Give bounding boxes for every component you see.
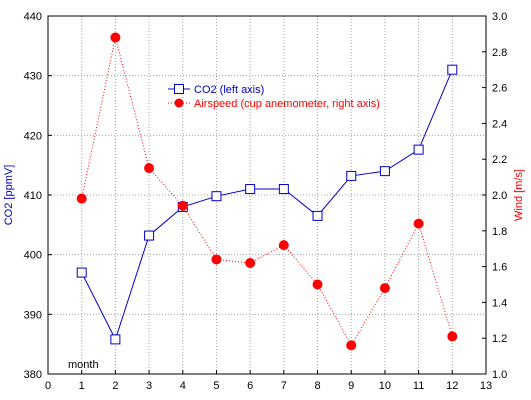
y-left-tick-label: 380	[24, 369, 42, 381]
y-left-tick-label: 430	[24, 71, 42, 83]
data-point	[177, 200, 188, 211]
x-tick-label: 3	[146, 380, 152, 392]
data-point	[211, 191, 222, 202]
data-point	[278, 184, 289, 195]
data-point	[447, 331, 458, 342]
x-tick-label: 6	[247, 380, 253, 392]
y-left-tick-label: 410	[24, 190, 42, 202]
y-right-tick-label: 2.6	[492, 83, 507, 95]
y-right-tick-label: 1.4	[492, 297, 507, 309]
x-tick-label: 8	[314, 380, 320, 392]
data-point	[144, 163, 155, 174]
ticks: 0 1 2 3 4 5 6 7 8 9 10 11 12 133803904004104204304401…	[24, 11, 508, 392]
legend-label: Airspeed (cup anemometer, right axis)	[194, 98, 380, 110]
data-point	[245, 184, 256, 195]
x-tick-label: 2	[112, 380, 118, 392]
y-right-tick-label: 1.0	[492, 369, 507, 381]
y-right-tick-label: 2.4	[492, 118, 507, 130]
x-tick-label: 10	[379, 380, 391, 392]
legend-item: CO2 (left axis)	[168, 84, 264, 96]
y-right-tick-label: 1.2	[492, 333, 507, 345]
y-right-tick-label: 3.0	[492, 11, 507, 23]
y-right-tick-label: 2.2	[492, 154, 507, 166]
y-left-tick-label: 400	[24, 250, 42, 262]
y-right-tick-label: 1.6	[492, 262, 507, 274]
grid	[48, 16, 486, 374]
y-right-tick-label: 2.0	[492, 190, 507, 202]
data-point	[346, 340, 357, 351]
data-point	[312, 279, 323, 290]
legend-marker	[174, 84, 184, 94]
data-point	[245, 258, 256, 269]
x-tick-label: 13	[480, 380, 492, 392]
data-point	[110, 32, 121, 43]
x-tick-label: 7	[281, 380, 287, 392]
x-tick-label: 1	[79, 380, 85, 392]
y-left-tick-label: 390	[24, 309, 42, 321]
series-line	[81, 69, 453, 341]
y-axis-left-title: CO2 [ppmV]	[3, 165, 15, 226]
data-point	[211, 254, 222, 265]
legend-marker	[174, 98, 184, 108]
y-left-tick-label: 420	[24, 130, 42, 142]
x-tick-label: 4	[180, 380, 186, 392]
y-axis-right-title: Wind [m/s]	[513, 169, 525, 221]
y-right-tick-label: 2.8	[492, 47, 507, 59]
x-tick-label: 0	[45, 380, 51, 392]
series-airspeed	[76, 32, 458, 351]
x-tick-label: 12	[446, 380, 458, 392]
x-axis-title: month	[68, 359, 99, 371]
data-point	[76, 193, 87, 204]
data-point	[379, 166, 390, 177]
data-point	[144, 230, 155, 241]
data-point	[346, 170, 357, 181]
data-point	[379, 283, 390, 294]
series-co2	[76, 64, 458, 345]
legend: CO2 (left axis) Airspeed (cup anemometer,…	[168, 84, 380, 110]
data-point	[76, 267, 87, 278]
data-point	[110, 334, 121, 345]
data-point	[278, 240, 289, 251]
x-tick-label: 9	[348, 380, 354, 392]
x-tick-label: 5	[213, 380, 219, 392]
legend-label: CO2 (left axis)	[194, 84, 264, 96]
data-point	[312, 210, 323, 221]
data-point	[413, 144, 424, 155]
legend-item: Airspeed (cup anemometer, right axis)	[168, 98, 380, 110]
data-point	[447, 64, 458, 75]
y-right-tick-label: 1.8	[492, 226, 507, 238]
y-left-tick-label: 440	[24, 11, 42, 23]
series-layer	[76, 32, 458, 351]
data-point	[413, 218, 424, 229]
x-tick-label: 11	[413, 380, 424, 392]
